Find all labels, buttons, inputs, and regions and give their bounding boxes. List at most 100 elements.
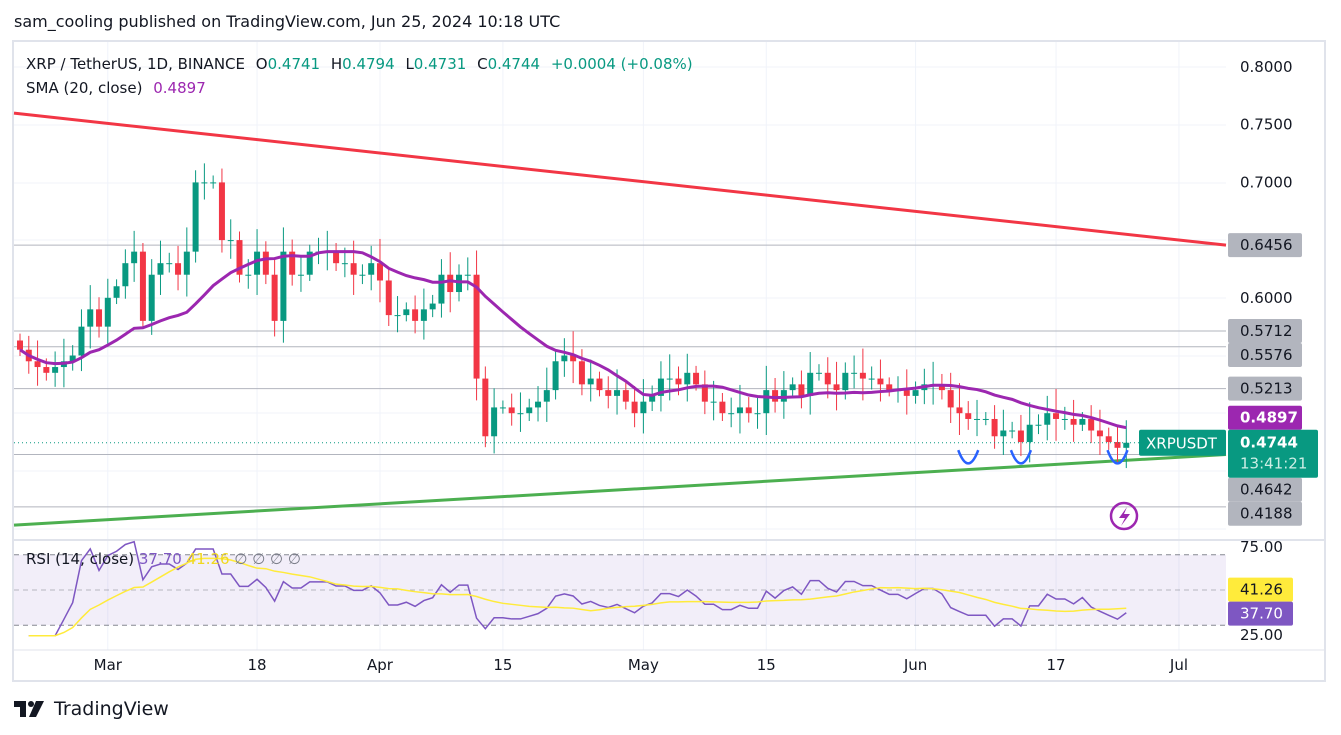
candle-body [254, 251, 261, 275]
rsi-ma-label-bg [1228, 577, 1293, 602]
candle-body [649, 395, 656, 402]
candle-body [1053, 413, 1060, 419]
candle-body [43, 367, 50, 373]
symbol-tag-bg [1139, 429, 1226, 456]
candle-body [561, 355, 568, 362]
bottom-curve-annotation [1009, 449, 1033, 465]
candle-body [175, 263, 182, 275]
candle-body [139, 251, 146, 321]
open-label: O [255, 55, 268, 73]
chart-legend: XRP / TetherUS, 1D, BINANCE O0.4741 H0.4… [26, 55, 699, 97]
candle-body [956, 407, 963, 414]
candle-body [938, 384, 945, 391]
resistance-trendline [13, 111, 1227, 247]
rsi-line [28, 540, 1127, 637]
candle-body [842, 372, 849, 391]
tradingview-logo: TradingView [14, 698, 169, 720]
level-price-label-bg [1228, 319, 1302, 344]
candle-body [1035, 424, 1042, 426]
candle-body [1009, 430, 1016, 432]
candle-body [622, 390, 629, 402]
rsi-ma-line [28, 557, 1127, 637]
close-value: 0.4744 [487, 55, 541, 73]
candle-body [157, 263, 164, 275]
candle-body [368, 263, 375, 275]
candle-body [789, 384, 796, 391]
level-price-label: 0.5576 [1240, 346, 1293, 364]
candle-body [763, 390, 770, 414]
candle-body [236, 240, 243, 275]
candle-body [87, 309, 94, 327]
candle-body [438, 274, 445, 304]
high-value: 0.4794 [342, 55, 395, 73]
candle-body [543, 390, 550, 402]
candle-body [596, 378, 603, 391]
candle-body [693, 372, 700, 385]
bottom-curve-annotation [957, 449, 980, 465]
candle-body [684, 372, 691, 385]
candle-body [499, 407, 506, 409]
lightning-icon-bolt [1119, 507, 1130, 526]
sma-price-label: 0.4897 [1240, 409, 1298, 427]
candle-body [341, 263, 348, 265]
candle-body [96, 309, 103, 327]
candle-body [131, 251, 138, 264]
candle-body [526, 407, 533, 414]
tradingview-logo-icon [14, 701, 44, 717]
level-price-label: 0.5712 [1240, 322, 1293, 340]
candle-body [1061, 418, 1068, 420]
rsi-last-label: 37.70 [1240, 605, 1283, 623]
candle-body [148, 274, 155, 321]
level-price-label-bg [1228, 343, 1302, 368]
candle-body [851, 372, 858, 374]
level-price-label-bg [1228, 477, 1302, 502]
candle-body [991, 418, 998, 437]
sma-line [19, 250, 1127, 430]
rsi-value: 37.70 [138, 550, 182, 568]
candle-body [306, 251, 313, 275]
candle-body [710, 401, 717, 403]
support-trendline [13, 453, 1227, 527]
candle-body [69, 355, 76, 362]
candle-body [52, 367, 59, 373]
candle-body [535, 401, 542, 408]
candle-body [798, 384, 805, 396]
candle-body [614, 390, 621, 396]
level-price-label: 0.6456 [1240, 236, 1293, 254]
candle-body [877, 378, 884, 385]
change-value: +0.0004 (+0.08%) [550, 55, 693, 73]
candle-body [385, 280, 392, 316]
candle-body [1044, 413, 1051, 425]
candle-body [218, 182, 225, 241]
chart-frame [12, 40, 1326, 682]
candle-body [359, 274, 366, 276]
candle-body [859, 372, 866, 379]
candle-body [1000, 430, 1007, 437]
x-axis-tick: 15 [493, 656, 512, 674]
candle-body [824, 372, 831, 385]
level-price-label-bg [1228, 501, 1302, 526]
candle-body [552, 361, 559, 391]
rsi-label-bg [1228, 601, 1293, 626]
candle-body [1123, 442, 1130, 448]
candle-body [17, 340, 23, 350]
candle-body [719, 401, 726, 414]
sma-value: 0.4897 [153, 79, 206, 97]
candle-body [464, 274, 471, 276]
candle-body [78, 326, 85, 356]
candle-body [376, 263, 383, 281]
bottom-curve-annotation [1106, 449, 1129, 465]
candle-body [815, 372, 822, 374]
candle-body [517, 413, 524, 415]
candle-body [429, 303, 436, 310]
candle-body [947, 390, 954, 408]
rsi-label: RSI (14, close) [26, 550, 135, 568]
publisher-info: sam_cooling published on TradingView.com… [14, 12, 561, 31]
candle-body [578, 361, 585, 385]
candle-body [833, 384, 840, 391]
candle-body [227, 240, 234, 242]
candle-body [412, 309, 419, 321]
candle-body [201, 182, 208, 184]
rsi-ma-label: 41.26 [1240, 581, 1283, 599]
